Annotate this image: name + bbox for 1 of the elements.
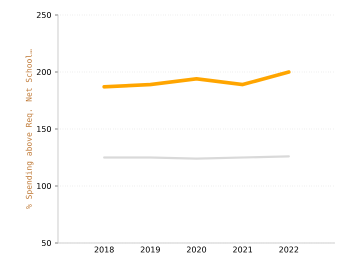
line-series	[102, 70, 291, 89]
